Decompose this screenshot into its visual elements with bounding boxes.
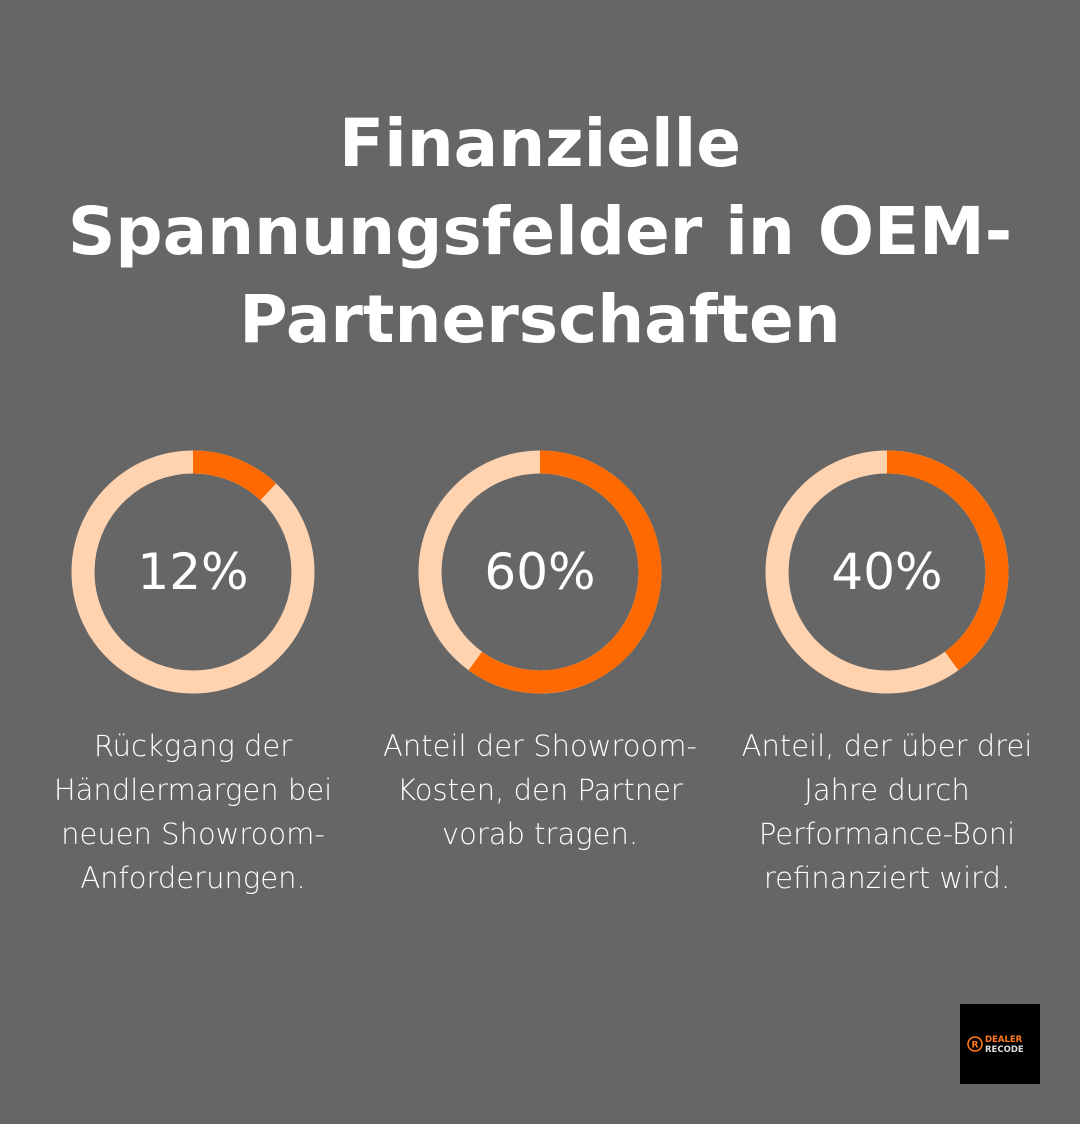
gauge-2: 60% xyxy=(418,450,662,694)
gauge-value: 40% xyxy=(831,543,943,601)
gauge-1: 12% xyxy=(71,450,315,694)
page-title: Finanzielle Spannungsfelder in OEM-Partn… xyxy=(67,105,1013,358)
donut-chart-3 xyxy=(765,450,1009,694)
donut-value-arc xyxy=(468,450,662,694)
gauge-description: Anteil der Showroom-Kosten, den Partner … xyxy=(383,729,697,851)
gauge-description: Anteil, der über drei Jahre durch Perfor… xyxy=(741,729,1033,895)
donut-chart-2 xyxy=(418,450,662,694)
svg-text:RECODE: RECODE xyxy=(985,1045,1024,1055)
gauge-3: 40% xyxy=(765,450,1009,694)
donut-value-arc xyxy=(886,450,1009,671)
donut-value-arc xyxy=(192,450,277,501)
svg-text:DEALER: DEALER xyxy=(985,1035,1023,1045)
gauge-value: 60% xyxy=(484,543,596,601)
dealer-recode-logo: R DEALER RECODE xyxy=(960,1004,1040,1084)
gauge-description: Rückgang der Händlermargen bei neuen Sho… xyxy=(53,729,333,895)
svg-text:R: R xyxy=(972,1041,979,1051)
gauge-value: 12% xyxy=(137,543,249,601)
donut-chart-1 xyxy=(71,450,315,694)
